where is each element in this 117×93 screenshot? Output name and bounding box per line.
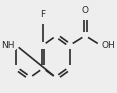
Text: NH: NH [2, 41, 15, 50]
Text: F: F [40, 10, 46, 19]
Text: O: O [82, 6, 89, 15]
Text: OH: OH [102, 41, 115, 50]
